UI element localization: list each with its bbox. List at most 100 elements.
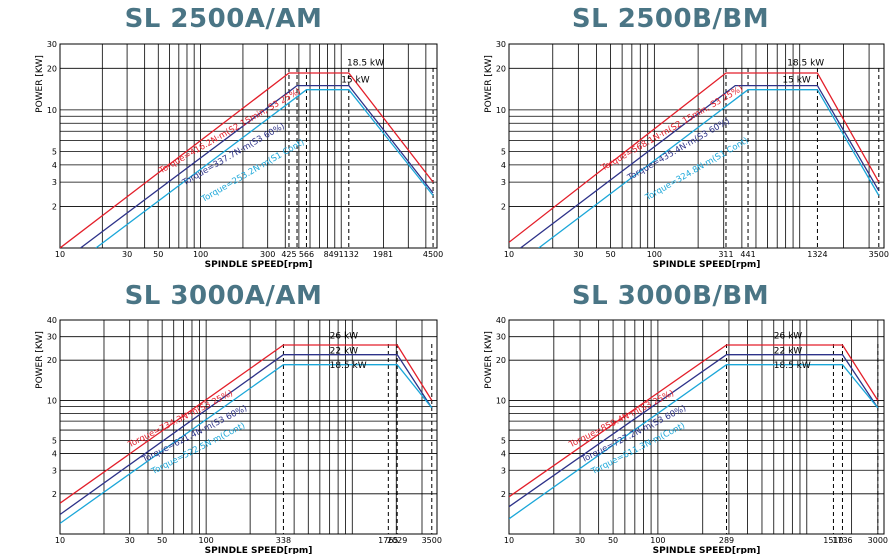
- y-axis-label: POWER [KW]: [484, 55, 494, 113]
- x-axis-label: SPINDLE SPEED[rpm]: [205, 546, 313, 554]
- chart-title: SL 3000B/BM: [571, 281, 770, 311]
- y-tick-label: 40: [47, 316, 57, 325]
- chart-panel-2: SL 2500B/BM 2 3 4 5 10 20 30 10 30 50 100 311 441 132…: [447, 0, 894, 277]
- x-tick-label: 338: [276, 536, 291, 545]
- power-label: 18.5 kW: [787, 58, 824, 68]
- x-tick-label: 1324: [807, 250, 827, 259]
- series-line-red: [509, 344, 879, 498]
- power-label: 18.5 kW: [347, 58, 384, 68]
- plot-frame: [59, 319, 438, 535]
- y-tick-label: 3: [501, 178, 506, 187]
- x-tick-label: 2029: [387, 536, 407, 545]
- chart-panel-4: SL 3000B/BM 2 3 4 5 10 20 30 40 10 30 50 100 289 1510…: [447, 277, 894, 554]
- y-tick-label: 30: [496, 333, 506, 342]
- series-line-cyan: [60, 364, 433, 524]
- x-tick-label: 100: [198, 536, 213, 545]
- y-tick-label: 20: [496, 64, 506, 73]
- y-axis-label: POWER [KW]: [35, 55, 45, 113]
- x-tick-label: 100: [647, 250, 662, 259]
- chart-panel-3: SL 3000A/AM 2 3 4 5 10 20 30 40 10 30 50 100 338 1765…: [0, 277, 447, 554]
- x-tick-label: 566: [299, 250, 314, 259]
- series-line-cyan: [538, 89, 880, 248]
- x-tick-label: 10: [55, 250, 65, 259]
- series-line-navy: [520, 84, 880, 248]
- power-label: 18.5 kW: [774, 361, 811, 371]
- x-axis-label: SPINDLE SPEED[rpm]: [205, 260, 313, 270]
- x-tick-label: 1981: [373, 250, 393, 259]
- x-tick-label: 289: [719, 536, 734, 545]
- x-tick-label: 1510: [823, 536, 843, 545]
- x-axis-label: SPINDLE SPEED[rpm]: [653, 260, 761, 270]
- series-line-navy: [509, 354, 879, 508]
- chart-title: SL 2500A/AM: [124, 4, 323, 34]
- x-tick-label: 1132: [339, 250, 359, 259]
- y-tick-label: 10: [496, 396, 506, 405]
- y-tick-label: 40: [496, 316, 506, 325]
- y-tick-label: 5: [501, 437, 506, 446]
- y-tick-label: 30: [496, 40, 506, 49]
- y-tick-label: 30: [47, 333, 57, 342]
- series-line-navy: [80, 84, 434, 248]
- y-tick-label: 30: [47, 40, 57, 49]
- y-tick-label: 5: [52, 437, 57, 446]
- x-tick-label: 3500: [422, 536, 442, 545]
- y-axis-label: POWER [KW]: [484, 331, 494, 389]
- y-tick-label: 10: [47, 396, 57, 405]
- plot-frame: [59, 43, 438, 249]
- plot-frame: [508, 43, 885, 249]
- plot-frame: [508, 319, 885, 535]
- chart-title: SL 2500B/BM: [571, 4, 770, 34]
- y-tick-label: 4: [501, 450, 506, 459]
- power-label: 15 kW: [782, 75, 811, 85]
- power-label: 22 kW: [774, 346, 803, 356]
- series-line-red: [60, 344, 433, 504]
- x-tick-label: 100: [650, 536, 665, 545]
- y-tick-label: 3: [52, 466, 57, 475]
- power-label: 18.5 kW: [330, 361, 367, 371]
- x-tick-label: 100: [193, 250, 208, 259]
- y-tick-label: 20: [496, 356, 506, 365]
- series-line-red: [509, 72, 880, 243]
- x-tick-label: 50: [608, 536, 618, 545]
- y-tick-label: 10: [47, 106, 57, 115]
- y-tick-label: 3: [501, 466, 506, 475]
- x-tick-label: 30: [122, 250, 132, 259]
- x-tick-label: 300: [260, 250, 275, 259]
- x-tick-label: 30: [573, 250, 583, 259]
- x-tick-label: 849: [324, 250, 339, 259]
- y-tick-label: 20: [47, 64, 57, 73]
- x-tick-label: 10: [504, 250, 514, 259]
- y-tick-label: 4: [52, 450, 57, 459]
- x-tick-label: 1765: [378, 536, 398, 545]
- y-tick-label: 2: [501, 202, 506, 211]
- x-axis-label: SPINDLE SPEED[rpm]: [653, 546, 761, 554]
- power-label: 15 kW: [341, 75, 370, 85]
- y-tick-label: 2: [501, 490, 506, 499]
- y-tick-label: 5: [501, 147, 506, 156]
- chart-panel-1: SL 2500A/AM 2 3 4 5 10 20 30 10 30 50 100 300 425 566…: [0, 0, 447, 277]
- x-tick-label: 50: [157, 536, 167, 545]
- torque-label: Torque=324.8N·m(S1 Cont): [643, 136, 750, 204]
- x-tick-label: 10: [55, 536, 65, 545]
- x-tick-label: 50: [606, 250, 616, 259]
- y-tick-label: 3: [52, 178, 57, 187]
- power-label: 22 kW: [330, 346, 359, 356]
- y-tick-label: 20: [47, 356, 57, 365]
- x-tick-label: 425: [281, 250, 296, 259]
- y-tick-label: 10: [496, 106, 506, 115]
- x-tick-label: 1736: [832, 536, 852, 545]
- power-chart: 2 3 4 5 10 20 30 10 30 50 100 311 441 1324 3500 SPINDLE…: [484, 40, 889, 270]
- power-label: 26 kW: [330, 332, 359, 342]
- power-chart: 2 3 4 5 10 20 30 10 30 50 100 300 425 566 849 1132 1981 4…: [35, 40, 443, 270]
- series-line-cyan: [509, 364, 879, 520]
- y-tick-label: 5: [52, 147, 57, 156]
- y-tick-label: 4: [501, 161, 506, 170]
- x-tick-label: 3000: [868, 536, 888, 545]
- series-line-cyan: [95, 89, 434, 248]
- power-label: 26 kW: [774, 332, 803, 342]
- chart-title: SL 3000A/AM: [124, 281, 323, 311]
- y-tick-label: 2: [52, 490, 57, 499]
- x-tick-label: 50: [153, 250, 163, 259]
